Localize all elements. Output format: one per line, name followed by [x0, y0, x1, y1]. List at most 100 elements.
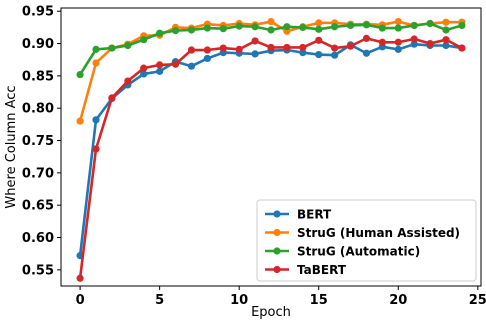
data-point [410, 21, 418, 30]
x-tick-label: 15 [310, 293, 328, 308]
data-point [442, 18, 450, 26]
data-point [394, 17, 402, 26]
x-tick-label: 20 [389, 293, 407, 308]
legend-marker [273, 210, 281, 218]
legend-entry: TaBERT [265, 263, 347, 277]
y-tick-label: 0.55 [22, 263, 54, 278]
data-point [171, 60, 180, 68]
data-point [331, 51, 339, 59]
data-point [267, 43, 275, 52]
data-point [267, 17, 275, 26]
data-point [394, 24, 402, 32]
data-point [92, 45, 100, 53]
data-point [346, 42, 355, 50]
data-point [140, 70, 148, 78]
data-point [251, 37, 259, 45]
data-point [124, 77, 132, 85]
data-point [315, 50, 323, 59]
legend-marker [273, 247, 281, 255]
y-axis-title: Where Column Acc [4, 85, 19, 208]
series-3 [76, 34, 466, 282]
data-point [108, 44, 116, 52]
data-point [442, 26, 450, 34]
data-point [140, 36, 148, 44]
data-point [362, 34, 371, 42]
data-point [203, 46, 211, 54]
data-point [458, 44, 466, 52]
y-tick-label: 0.95 [22, 5, 54, 20]
data-point [140, 64, 148, 72]
data-point [156, 61, 164, 69]
data-point [187, 46, 196, 54]
data-point [156, 67, 164, 75]
data-point [219, 44, 227, 52]
data-point [362, 21, 371, 29]
data-point [108, 94, 116, 102]
x-axis-ticks: 0 5 10 15 20 25 [76, 286, 486, 308]
data-point [315, 19, 323, 27]
data-point [187, 62, 196, 70]
data-point [362, 49, 371, 57]
y-tick-label: 0.65 [22, 199, 54, 214]
data-point [76, 70, 84, 79]
axes-border [60, 7, 482, 287]
data-point [219, 25, 227, 33]
legend-marker [273, 228, 281, 237]
data-point [394, 45, 402, 53]
series-lines [76, 17, 466, 282]
data-point [251, 50, 259, 58]
series-0 [76, 40, 466, 260]
data-point [458, 21, 466, 30]
data-point [426, 39, 434, 48]
data-point [235, 22, 243, 30]
data-point [203, 24, 211, 32]
data-point [251, 23, 259, 31]
legend-entry: StruG (Human Assisted) [265, 226, 460, 240]
legend-label: StruG (Automatic) [297, 245, 420, 259]
y-axis-ticks: 0.55 0.60 0.65 0.70 0.75 0.80 0.85 0.90 0.95 [22, 5, 61, 278]
data-point [187, 26, 196, 34]
data-point [283, 23, 291, 31]
data-point [331, 23, 339, 31]
legend-box [256, 199, 477, 282]
data-point [378, 38, 386, 46]
x-axis-title: Epoch [251, 305, 291, 320]
data-point [410, 40, 418, 48]
y-tick-label: 0.75 [22, 134, 54, 149]
data-point [156, 29, 164, 37]
x-tick-label: 0 [76, 293, 85, 308]
data-point [442, 36, 450, 44]
legend-marker [273, 265, 281, 274]
data-point [267, 26, 275, 34]
series-2 [76, 19, 466, 79]
y-tick-label: 0.90 [22, 37, 54, 52]
data-point [92, 145, 100, 153]
legend: BERT StruG (Human Assisted) StruG (Automat… [256, 199, 477, 282]
data-point [299, 43, 307, 52]
data-point [92, 116, 100, 124]
data-point [394, 38, 402, 46]
y-tick-label: 0.85 [22, 69, 54, 84]
data-point [299, 23, 307, 31]
x-tick-label: 10 [230, 293, 248, 308]
data-point [203, 54, 211, 63]
data-point [331, 44, 339, 52]
y-tick-label: 0.60 [22, 231, 54, 246]
data-point [315, 36, 323, 44]
data-point [442, 41, 450, 50]
data-point [410, 35, 418, 43]
legend-label: TaBERT [297, 263, 347, 277]
data-point [92, 59, 100, 67]
legend-label: BERT [297, 208, 332, 222]
data-point [315, 25, 323, 33]
legend-entry: BERT [265, 208, 332, 222]
y-tick-label: 0.80 [22, 102, 54, 117]
y-tick-label: 0.70 [22, 166, 54, 181]
data-point [76, 117, 84, 125]
data-point [299, 49, 307, 57]
data-point [378, 24, 386, 32]
x-tick-label: 25 [469, 293, 486, 308]
data-point [171, 27, 180, 35]
data-point [346, 21, 355, 30]
